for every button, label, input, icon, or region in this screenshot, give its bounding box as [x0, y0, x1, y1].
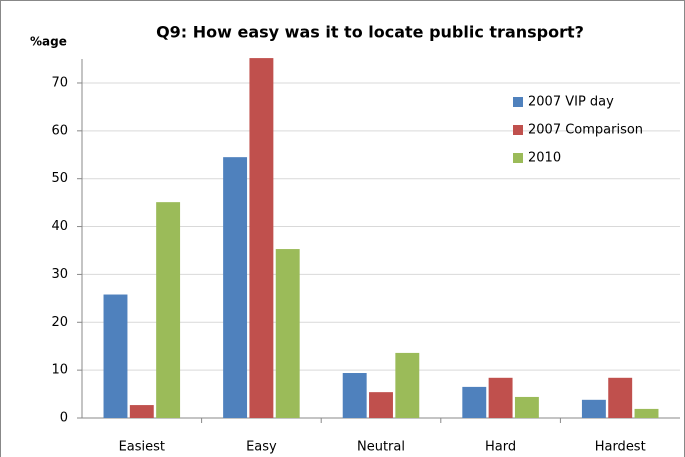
bar	[129, 405, 154, 418]
bar	[581, 399, 606, 418]
chart-title: Q9: How easy was it to locate public tra…	[156, 23, 584, 42]
y-tick-label: 20	[51, 315, 68, 330]
bar	[156, 202, 181, 418]
y-tick-label: 70	[51, 75, 68, 90]
bar	[608, 377, 633, 418]
legend-label: 2007 Comparison	[528, 123, 643, 138]
bar	[275, 249, 300, 418]
bar	[634, 408, 659, 418]
x-tick-label: Hardest	[595, 440, 646, 455]
legend-swatch	[513, 125, 523, 135]
x-tick-label: Easiest	[119, 440, 165, 455]
legend-swatch	[513, 97, 523, 107]
x-tick-label: Neutral	[357, 440, 405, 455]
y-tick-label: 50	[51, 171, 68, 186]
bar	[395, 352, 420, 418]
bar	[342, 373, 367, 418]
y-axis-label: %age	[30, 35, 67, 49]
bar	[462, 386, 487, 418]
legend-label: 2007 VIP day	[528, 95, 614, 110]
bar	[103, 294, 128, 418]
x-tick-label: Easy	[246, 440, 277, 455]
bar	[369, 392, 393, 418]
y-tick-label: 0	[60, 411, 68, 426]
x-tick-label: Hard	[485, 440, 516, 455]
y-tick-label: 40	[51, 219, 68, 234]
bar	[514, 396, 539, 418]
bar	[223, 157, 248, 418]
legend-label: 2010	[528, 151, 561, 166]
y-tick-label: 60	[51, 123, 68, 138]
y-tick-label: 30	[51, 267, 68, 282]
bar	[249, 58, 274, 418]
bar	[488, 377, 513, 418]
legend-swatch	[513, 153, 523, 163]
y-tick-label: 10	[51, 363, 68, 378]
